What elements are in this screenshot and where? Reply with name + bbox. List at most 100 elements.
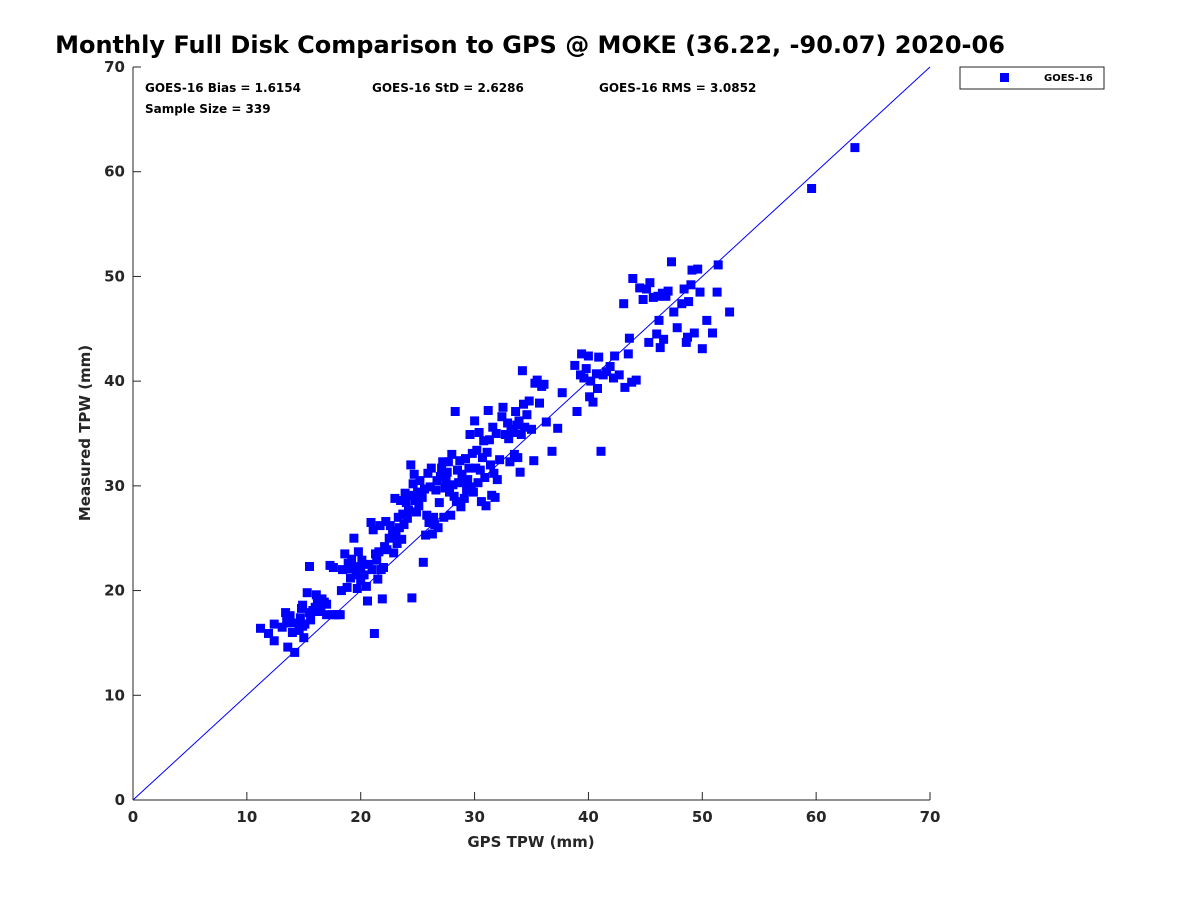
x-tick-label: 50 [692,808,713,826]
data-point [406,460,416,470]
data-point [441,475,451,485]
data-point [609,373,618,383]
data-point [527,424,536,434]
y-tick-label: 40 [104,372,125,390]
data-point [572,407,582,416]
legend-marker-square [1000,73,1009,82]
data-point [488,422,498,432]
rms-stat: GOES-16 RMS = 3.0852 [599,81,756,95]
data-point [375,521,385,531]
data-point [713,260,723,270]
data-point [447,449,457,459]
data-point [517,366,527,376]
data-point [300,619,310,629]
data-point [655,343,665,353]
data-point [593,384,602,393]
data-point [448,480,458,490]
data-point [396,496,406,505]
data-point [374,547,384,557]
data-point [594,352,604,362]
bias-stat: GOES-16 Bias = 1.6154 [145,81,301,95]
data-point [390,493,400,503]
data-point [459,493,469,503]
data-point [335,610,345,620]
data-point [302,588,312,598]
data-point [591,369,601,379]
data-point [426,463,436,473]
data-point [336,586,346,596]
data-point [369,629,379,638]
data-point [492,475,502,485]
data-point [377,594,387,604]
data-point [553,423,563,433]
data-point [314,607,324,616]
data-point [465,430,475,439]
x-tick-label: 10 [236,808,257,826]
data-point [356,562,366,571]
data-point [427,529,437,539]
data-point [468,487,478,497]
data-point [482,447,492,457]
data-point [269,619,279,629]
data-point [442,467,452,477]
data-point [434,498,444,508]
y-tick-label: 70 [104,58,125,76]
data-point [522,410,532,420]
data-point [433,523,443,533]
x-tick-label: 30 [464,808,485,826]
data-point [683,332,692,342]
data-point [479,436,489,446]
data-point [476,497,486,507]
data-point [306,615,316,625]
data-point [366,518,376,527]
data-point [483,406,493,415]
data-point [285,611,295,621]
data-point [384,533,394,543]
data-point [414,501,424,511]
data-point [519,399,528,409]
data-point [256,623,265,633]
data-point [586,376,596,386]
data-point [299,633,309,643]
data-point [372,555,382,565]
data-point [677,299,687,309]
data-point [392,539,402,548]
data-point [631,375,641,385]
data-point [635,283,645,293]
data-point [438,457,448,467]
x-tick-label: 0 [128,808,138,826]
data-point [287,628,297,637]
data-point [712,287,722,297]
data-point [489,468,499,478]
data-point [404,505,413,515]
data-point [579,373,589,383]
data-point [505,457,515,467]
data-point [373,574,383,584]
data-point [614,370,624,380]
data-point [305,562,314,571]
data-point [397,534,407,544]
data-point [451,497,461,507]
data-point [672,323,682,333]
data-point [338,565,347,575]
data-point [407,593,417,603]
data-point [264,629,273,638]
data-point [624,333,634,343]
data-point [486,460,495,470]
data-point [277,622,287,632]
data-point [389,548,399,558]
data-point [642,284,651,294]
data-point [480,473,490,482]
data-point [605,362,615,371]
data-point [514,416,524,426]
data-point [422,510,432,520]
data-point [661,291,671,301]
data-point [638,295,648,304]
data-point [421,530,431,540]
data-point [398,509,408,519]
data-point [628,274,638,283]
data-point [405,490,415,500]
legend-label: GOES-16 [1044,73,1093,84]
data-point [693,264,703,274]
data-point [399,520,409,530]
